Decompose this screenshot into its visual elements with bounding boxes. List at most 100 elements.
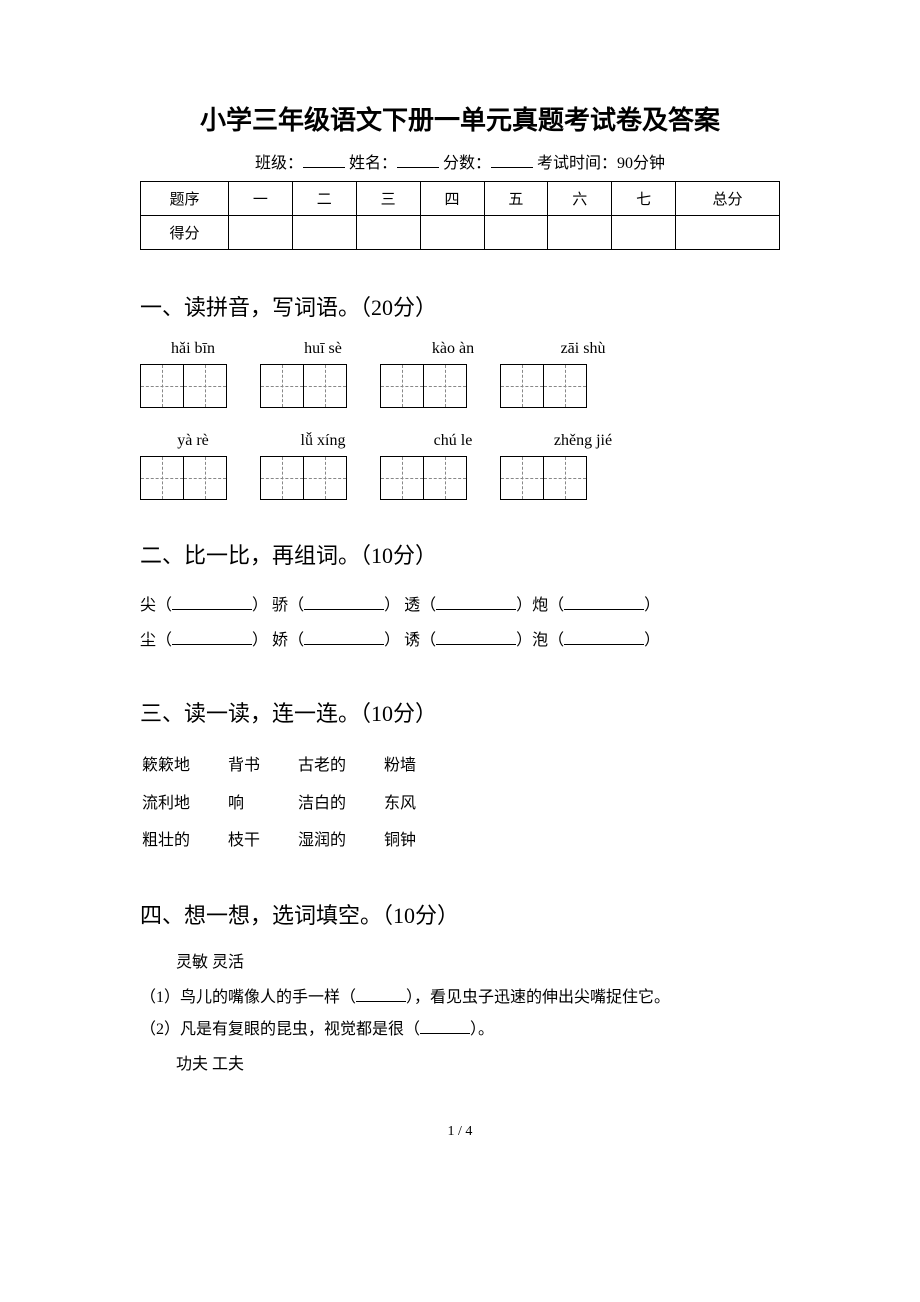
match-cell: 响 xyxy=(228,786,296,821)
char-box-row-2 xyxy=(140,456,780,500)
col-2: 二 xyxy=(292,182,356,216)
section-4-heading: 四、想一想，选词填空。（10分） xyxy=(140,898,780,930)
pinyin-label: zhěng jié xyxy=(536,432,630,450)
table-header-label: 题序 xyxy=(141,182,229,216)
score-cell[interactable] xyxy=(676,216,780,250)
score-cell[interactable] xyxy=(292,216,356,250)
pinyin-label: lǚ xíng xyxy=(276,432,370,450)
class-label: 班级： xyxy=(255,155,303,172)
col-1: 一 xyxy=(229,182,293,216)
char-box-group xyxy=(260,364,346,408)
name-blank[interactable] xyxy=(397,150,439,168)
char: 透 xyxy=(404,597,420,614)
fill-blank[interactable] xyxy=(356,984,406,1002)
col-5: 五 xyxy=(484,182,548,216)
score-cell[interactable] xyxy=(420,216,484,250)
char-box[interactable] xyxy=(423,456,467,500)
sentence-text: ），看见虫子迅速的伸出尖嘴捉住它。 xyxy=(406,989,670,1006)
page-number: 1 / 4 xyxy=(140,1124,780,1140)
char-box-group xyxy=(500,456,586,500)
char-box[interactable] xyxy=(140,364,184,408)
char-box-group xyxy=(140,456,226,500)
pinyin-label: zāi shù xyxy=(536,340,630,358)
name-label: 姓名： xyxy=(349,155,397,172)
score-cell[interactable] xyxy=(229,216,293,250)
char-box[interactable] xyxy=(260,456,304,500)
score-table: 题序 一 二 三 四 五 六 七 总分 得分 xyxy=(140,181,780,250)
student-info: 班级： 姓名： 分数： 考试时间：90分钟 xyxy=(140,149,780,173)
char: 炮 xyxy=(532,597,548,614)
score-blank[interactable] xyxy=(491,150,533,168)
fill-blank[interactable] xyxy=(420,1016,470,1034)
sentence-2: （2）凡是有复眼的昆虫，视觉都是很（）。 xyxy=(140,1014,780,1046)
score-row-label: 得分 xyxy=(141,216,229,250)
fill-blank[interactable] xyxy=(436,627,516,645)
char-box[interactable] xyxy=(543,364,587,408)
match-cell: 洁白的 xyxy=(298,786,382,821)
match-row: 粗壮的 枝干 湿润的 铜钟 xyxy=(142,823,452,858)
col-6: 六 xyxy=(548,182,612,216)
match-cell: 流利地 xyxy=(142,786,226,821)
score-label: 分数： xyxy=(443,155,491,172)
char-box[interactable] xyxy=(183,456,227,500)
col-total: 总分 xyxy=(676,182,780,216)
section-3-heading: 三、读一读，连一连。（10分） xyxy=(140,696,780,728)
char-box-group xyxy=(380,364,466,408)
fill-blank[interactable] xyxy=(564,592,644,610)
fill-blank[interactable] xyxy=(436,592,516,610)
score-cell[interactable] xyxy=(612,216,676,250)
pinyin-label: hǎi bīn xyxy=(146,340,240,358)
col-7: 七 xyxy=(612,182,676,216)
pinyin-label: chú le xyxy=(406,432,500,450)
class-blank[interactable] xyxy=(303,150,345,168)
char-box[interactable] xyxy=(500,456,544,500)
char-box[interactable] xyxy=(380,456,424,500)
char-box-group xyxy=(260,456,346,500)
char: 泡 xyxy=(532,632,548,649)
char: 诱 xyxy=(404,632,420,649)
col-3: 三 xyxy=(356,182,420,216)
fill-blank[interactable] xyxy=(172,592,252,610)
fill-blank[interactable] xyxy=(304,592,384,610)
match-row: 流利地 响 洁白的 东风 xyxy=(142,786,452,821)
section-2-heading: 二、比一比，再组词。（10分） xyxy=(140,538,780,570)
match-cell: 古老的 xyxy=(298,748,382,783)
word-choices-1: 灵敏 灵活 xyxy=(176,948,780,972)
score-cell[interactable] xyxy=(548,216,612,250)
char-box[interactable] xyxy=(500,364,544,408)
char-box[interactable] xyxy=(303,364,347,408)
match-cell: 湿润的 xyxy=(298,823,382,858)
char-box-group xyxy=(380,456,466,500)
pinyin-row-1: hǎi bīn huī sè kào àn zāi shù xyxy=(140,340,780,358)
match-cell: 东风 xyxy=(384,786,452,821)
time-label: 考试时间：90分钟 xyxy=(537,155,665,172)
char-box[interactable] xyxy=(303,456,347,500)
col-4: 四 xyxy=(420,182,484,216)
char-box-group xyxy=(140,364,226,408)
pinyin-label: huī sè xyxy=(276,340,370,358)
pinyin-label: yà rè xyxy=(146,432,240,450)
char-box-group xyxy=(500,364,586,408)
match-cell: 簌簌地 xyxy=(142,748,226,783)
compare-row-2: 尘（） 娇（） 诱（）泡（） xyxy=(140,623,780,658)
char-box[interactable] xyxy=(260,364,304,408)
score-cell[interactable] xyxy=(484,216,548,250)
fill-blank[interactable] xyxy=(172,627,252,645)
char: 娇 xyxy=(272,632,288,649)
char-box-row-1 xyxy=(140,364,780,408)
fill-blank[interactable] xyxy=(564,627,644,645)
char-box[interactable] xyxy=(183,364,227,408)
page-title: 小学三年级语文下册一单元真题考试卷及答案 xyxy=(140,100,780,137)
char-box[interactable] xyxy=(140,456,184,500)
char: 尘 xyxy=(140,632,156,649)
char-box[interactable] xyxy=(380,364,424,408)
fill-blank[interactable] xyxy=(304,627,384,645)
pinyin-row-2: yà rè lǚ xíng chú le zhěng jié xyxy=(140,432,780,450)
compare-row-1: 尖（） 骄（） 透（）炮（） xyxy=(140,588,780,623)
match-cell: 粗壮的 xyxy=(142,823,226,858)
score-cell[interactable] xyxy=(356,216,420,250)
char-box[interactable] xyxy=(543,456,587,500)
char: 骄 xyxy=(272,597,288,614)
match-row: 簌簌地 背书 古老的 粉墙 xyxy=(142,748,452,783)
char-box[interactable] xyxy=(423,364,467,408)
